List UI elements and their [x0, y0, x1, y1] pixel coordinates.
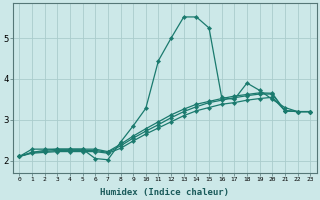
X-axis label: Humidex (Indice chaleur): Humidex (Indice chaleur)	[100, 188, 229, 197]
